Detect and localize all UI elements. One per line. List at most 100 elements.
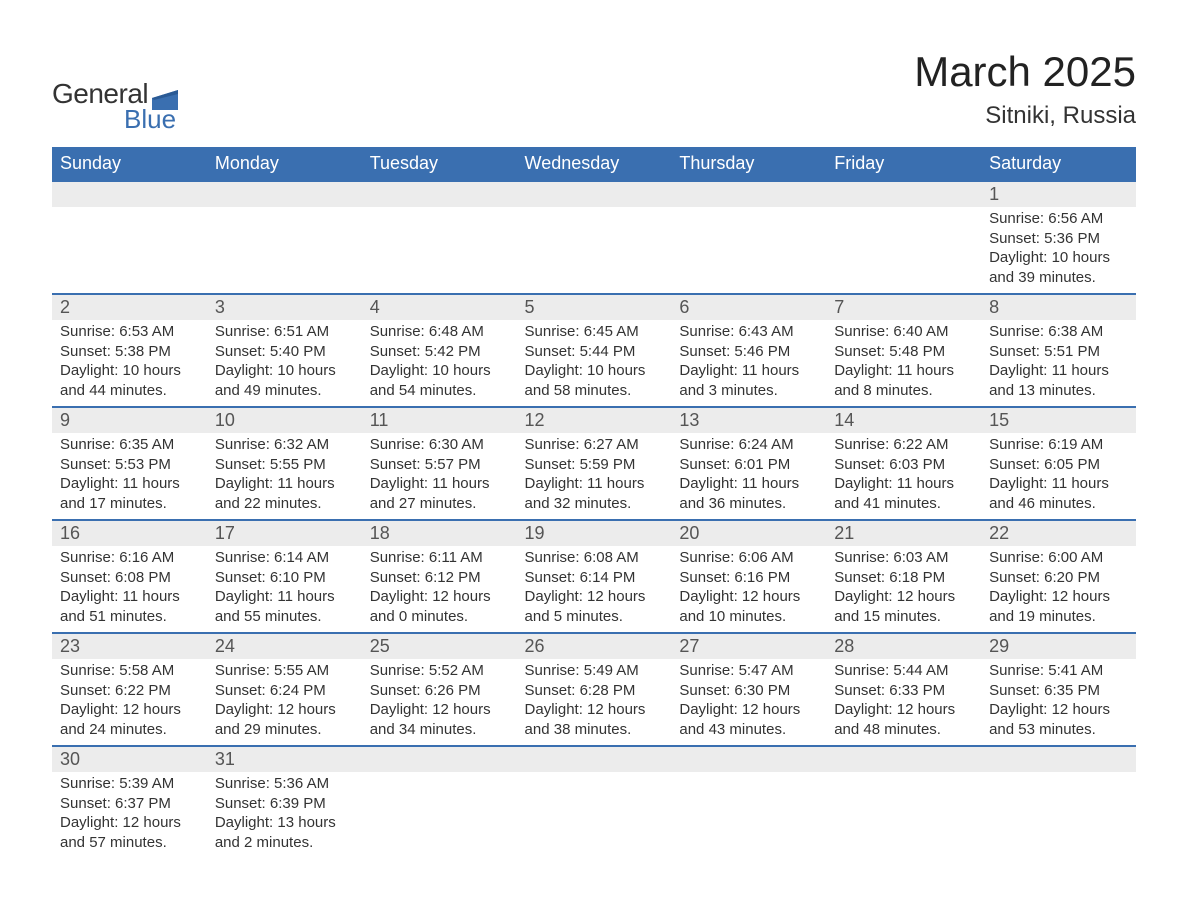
day-info-cell: Sunrise: 6:53 AMSunset: 5:38 PMDaylight:… [52, 320, 207, 407]
day-num-cell: 28 [826, 633, 981, 659]
week-daynum-row: 16171819202122 [52, 520, 1136, 546]
day-info-cell: Sunrise: 6:56 AMSunset: 5:36 PMDaylight:… [981, 207, 1136, 294]
day-number: 10 [207, 408, 362, 433]
sunset-text: Sunset: 6:12 PM [370, 568, 509, 588]
day-header-mon: Monday [207, 147, 362, 181]
day-info-cell [517, 772, 672, 858]
day-number [517, 747, 672, 771]
day-num-cell: 23 [52, 633, 207, 659]
day-info: Sunrise: 5:52 AMSunset: 6:26 PMDaylight:… [362, 659, 517, 745]
day-number: 12 [517, 408, 672, 433]
day-info-cell: Sunrise: 6:24 AMSunset: 6:01 PMDaylight:… [671, 433, 826, 520]
day-num-cell [826, 746, 981, 772]
day-num-cell [362, 746, 517, 772]
day-info-cell: Sunrise: 6:11 AMSunset: 6:12 PMDaylight:… [362, 546, 517, 633]
daylight-text: Daylight: 11 hours and 13 minutes. [989, 361, 1128, 400]
week-info-row: Sunrise: 5:39 AMSunset: 6:37 PMDaylight:… [52, 772, 1136, 858]
day-num-cell [207, 181, 362, 207]
daylight-text: Daylight: 13 hours and 2 minutes. [215, 813, 354, 852]
day-info-cell: Sunrise: 5:49 AMSunset: 6:28 PMDaylight:… [517, 659, 672, 746]
week-info-row: Sunrise: 6:53 AMSunset: 5:38 PMDaylight:… [52, 320, 1136, 407]
week-daynum-row: 1 [52, 181, 1136, 207]
day-info-cell [207, 207, 362, 294]
day-num-cell: 12 [517, 407, 672, 433]
day-num-cell: 16 [52, 520, 207, 546]
day-number: 26 [517, 634, 672, 659]
sunrise-text: Sunrise: 6:43 AM [679, 322, 818, 342]
day-number: 25 [362, 634, 517, 659]
day-info [671, 772, 826, 852]
day-info-cell: Sunrise: 5:44 AMSunset: 6:33 PMDaylight:… [826, 659, 981, 746]
day-info: Sunrise: 5:55 AMSunset: 6:24 PMDaylight:… [207, 659, 362, 745]
daylight-text: Daylight: 11 hours and 36 minutes. [679, 474, 818, 513]
day-num-cell: 9 [52, 407, 207, 433]
day-info-cell [826, 772, 981, 858]
day-num-cell [517, 181, 672, 207]
daylight-text: Daylight: 11 hours and 22 minutes. [215, 474, 354, 513]
day-info: Sunrise: 6:38 AMSunset: 5:51 PMDaylight:… [981, 320, 1136, 406]
day-info-cell: Sunrise: 6:03 AMSunset: 6:18 PMDaylight:… [826, 546, 981, 633]
day-info: Sunrise: 5:47 AMSunset: 6:30 PMDaylight:… [671, 659, 826, 745]
day-info: Sunrise: 6:27 AMSunset: 5:59 PMDaylight:… [517, 433, 672, 519]
day-number: 13 [671, 408, 826, 433]
header: General Blue March 2025 Sitniki, Russia [52, 48, 1136, 135]
day-info: Sunrise: 6:06 AMSunset: 6:16 PMDaylight:… [671, 546, 826, 632]
day-num-cell: 27 [671, 633, 826, 659]
sunset-text: Sunset: 6:14 PM [525, 568, 664, 588]
day-info: Sunrise: 6:30 AMSunset: 5:57 PMDaylight:… [362, 433, 517, 519]
daylight-text: Daylight: 10 hours and 49 minutes. [215, 361, 354, 400]
day-num-cell [671, 746, 826, 772]
day-info-cell [826, 207, 981, 294]
day-number: 19 [517, 521, 672, 546]
day-info-cell: Sunrise: 6:40 AMSunset: 5:48 PMDaylight:… [826, 320, 981, 407]
day-header-sat: Saturday [981, 147, 1136, 181]
day-num-cell [981, 746, 1136, 772]
day-info-cell: Sunrise: 6:51 AMSunset: 5:40 PMDaylight:… [207, 320, 362, 407]
sunrise-text: Sunrise: 6:27 AM [525, 435, 664, 455]
day-info: Sunrise: 5:39 AMSunset: 6:37 PMDaylight:… [52, 772, 207, 858]
daylight-text: Daylight: 10 hours and 58 minutes. [525, 361, 664, 400]
day-info: Sunrise: 5:58 AMSunset: 6:22 PMDaylight:… [52, 659, 207, 745]
sunrise-text: Sunrise: 5:58 AM [60, 661, 199, 681]
location-subtitle: Sitniki, Russia [914, 102, 1136, 130]
sunrise-text: Sunrise: 6:00 AM [989, 548, 1128, 568]
day-info: Sunrise: 5:49 AMSunset: 6:28 PMDaylight:… [517, 659, 672, 745]
sunset-text: Sunset: 6:30 PM [679, 681, 818, 701]
sunrise-text: Sunrise: 6:56 AM [989, 209, 1128, 229]
day-num-cell: 13 [671, 407, 826, 433]
day-info: Sunrise: 6:32 AMSunset: 5:55 PMDaylight:… [207, 433, 362, 519]
sunset-text: Sunset: 5:48 PM [834, 342, 973, 362]
day-number: 29 [981, 634, 1136, 659]
day-number: 30 [52, 747, 207, 772]
day-info: Sunrise: 6:00 AMSunset: 6:20 PMDaylight:… [981, 546, 1136, 632]
day-number [671, 747, 826, 771]
day-info-cell: Sunrise: 5:47 AMSunset: 6:30 PMDaylight:… [671, 659, 826, 746]
day-number: 21 [826, 521, 981, 546]
week-info-row: Sunrise: 5:58 AMSunset: 6:22 PMDaylight:… [52, 659, 1136, 746]
sunrise-text: Sunrise: 6:08 AM [525, 548, 664, 568]
day-number: 28 [826, 634, 981, 659]
sunset-text: Sunset: 6:18 PM [834, 568, 973, 588]
day-number: 6 [671, 295, 826, 320]
day-num-cell [826, 181, 981, 207]
day-number: 14 [826, 408, 981, 433]
day-num-cell: 30 [52, 746, 207, 772]
sunrise-text: Sunrise: 5:49 AM [525, 661, 664, 681]
daylight-text: Daylight: 11 hours and 51 minutes. [60, 587, 199, 626]
sunrise-text: Sunrise: 5:39 AM [60, 774, 199, 794]
day-number [52, 182, 207, 206]
sunrise-text: Sunrise: 6:51 AM [215, 322, 354, 342]
day-num-cell: 11 [362, 407, 517, 433]
sunrise-text: Sunrise: 5:55 AM [215, 661, 354, 681]
day-num-cell: 14 [826, 407, 981, 433]
week-daynum-row: 2345678 [52, 294, 1136, 320]
day-info [207, 207, 362, 287]
day-info [52, 207, 207, 287]
sunrise-text: Sunrise: 5:47 AM [679, 661, 818, 681]
sunset-text: Sunset: 6:10 PM [215, 568, 354, 588]
day-info-cell: Sunrise: 5:41 AMSunset: 6:35 PMDaylight:… [981, 659, 1136, 746]
sunrise-text: Sunrise: 6:30 AM [370, 435, 509, 455]
day-number: 8 [981, 295, 1136, 320]
day-info-cell [671, 207, 826, 294]
day-info-cell: Sunrise: 6:30 AMSunset: 5:57 PMDaylight:… [362, 433, 517, 520]
